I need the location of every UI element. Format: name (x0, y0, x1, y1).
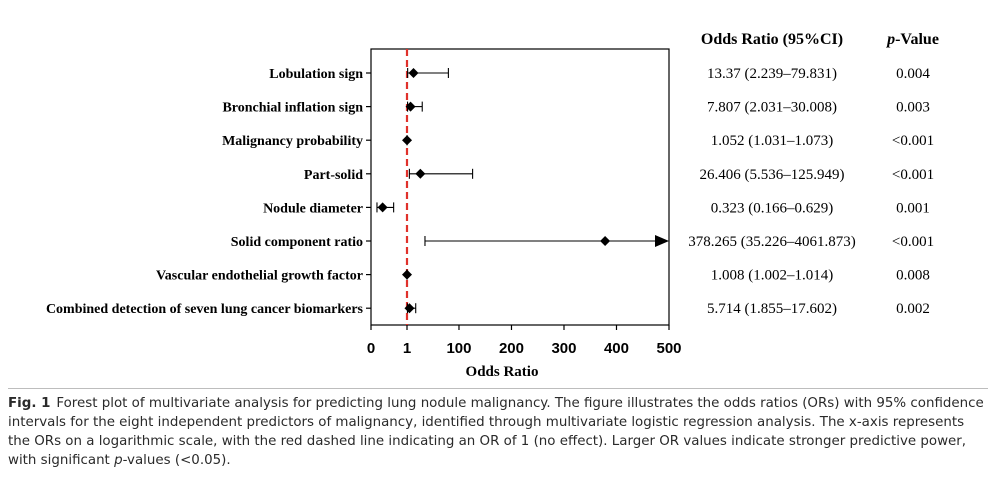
or-column-header: Odds Ratio (95%CI) (701, 31, 843, 48)
p-value: 0.002 (896, 301, 930, 317)
or-ci-value: 378.265 (35.226–4061.873) (688, 234, 856, 250)
p-value: <0.001 (892, 234, 934, 250)
row-label: Bronchial inflation sign (222, 101, 363, 116)
or-point (415, 168, 426, 179)
x-tick-label: 200 (499, 340, 524, 357)
or-ci-value: 13.37 (2.239–79.831) (707, 66, 837, 82)
or-point (402, 135, 413, 146)
or-ci-value: 1.052 (1.031–1.073) (711, 133, 834, 149)
p-value: <0.001 (892, 167, 934, 183)
or-point (600, 236, 611, 246)
or-point (377, 202, 388, 213)
p-value: 0.004 (896, 66, 930, 82)
x-axis-title: Odds Ratio (466, 364, 539, 380)
or-ci-value: 0.323 (0.166–0.629) (711, 200, 834, 216)
or-ci-value: 5.714 (1.855–17.602) (707, 301, 837, 317)
or-point (408, 68, 419, 78)
caption-text-2: -values (<0.05). (122, 453, 231, 468)
row-label: Nodule diameter (263, 201, 363, 216)
or-ci-value: 7.807 (2.031–30.008) (707, 100, 837, 116)
row-label: Vascular endothelial growth factor (156, 269, 363, 284)
caption-divider (8, 388, 988, 389)
x-tick-label: 300 (551, 340, 576, 357)
x-tick-label: 0 (367, 340, 375, 357)
p-value: 0.008 (896, 268, 930, 284)
or-ci-value: 26.406 (5.536–125.949) (700, 167, 845, 183)
x-tick-label: 400 (604, 340, 629, 357)
x-tick-label: 500 (656, 340, 681, 357)
ci-arrow (655, 235, 669, 247)
row-label: Solid component ratio (231, 235, 363, 250)
x-tick-label: 1 (403, 340, 411, 357)
figure-caption: Fig. 1 Forest plot of multivariate analys… (8, 394, 988, 470)
figure-label: Fig. 1 (8, 396, 51, 411)
or-point (402, 269, 413, 280)
row-label: Malignancy probability (222, 134, 363, 149)
or-ci-value: 1.008 (1.002–1.014) (711, 268, 834, 284)
caption-text-1: Forest plot of multivariate analysis for… (8, 396, 984, 468)
or-point (404, 303, 415, 314)
row-label: Lobulation sign (269, 67, 363, 82)
p-value: 0.003 (896, 100, 930, 116)
p-value-column-header: p-Value (885, 31, 939, 48)
or-point (405, 101, 416, 112)
x-tick-label: 100 (446, 340, 471, 357)
plot-frame (370, 48, 670, 326)
p-value: 0.001 (896, 200, 930, 216)
row-label: Combined detection of seven lung cancer … (46, 302, 364, 317)
forest-plot: 0 1 100 200 300 400 500 Lobulation sign 13.37 (2… (46, 31, 939, 380)
caption-p-italic: p (114, 453, 123, 468)
row-label: Part-solid (304, 168, 363, 183)
p-value: <0.001 (892, 133, 934, 149)
